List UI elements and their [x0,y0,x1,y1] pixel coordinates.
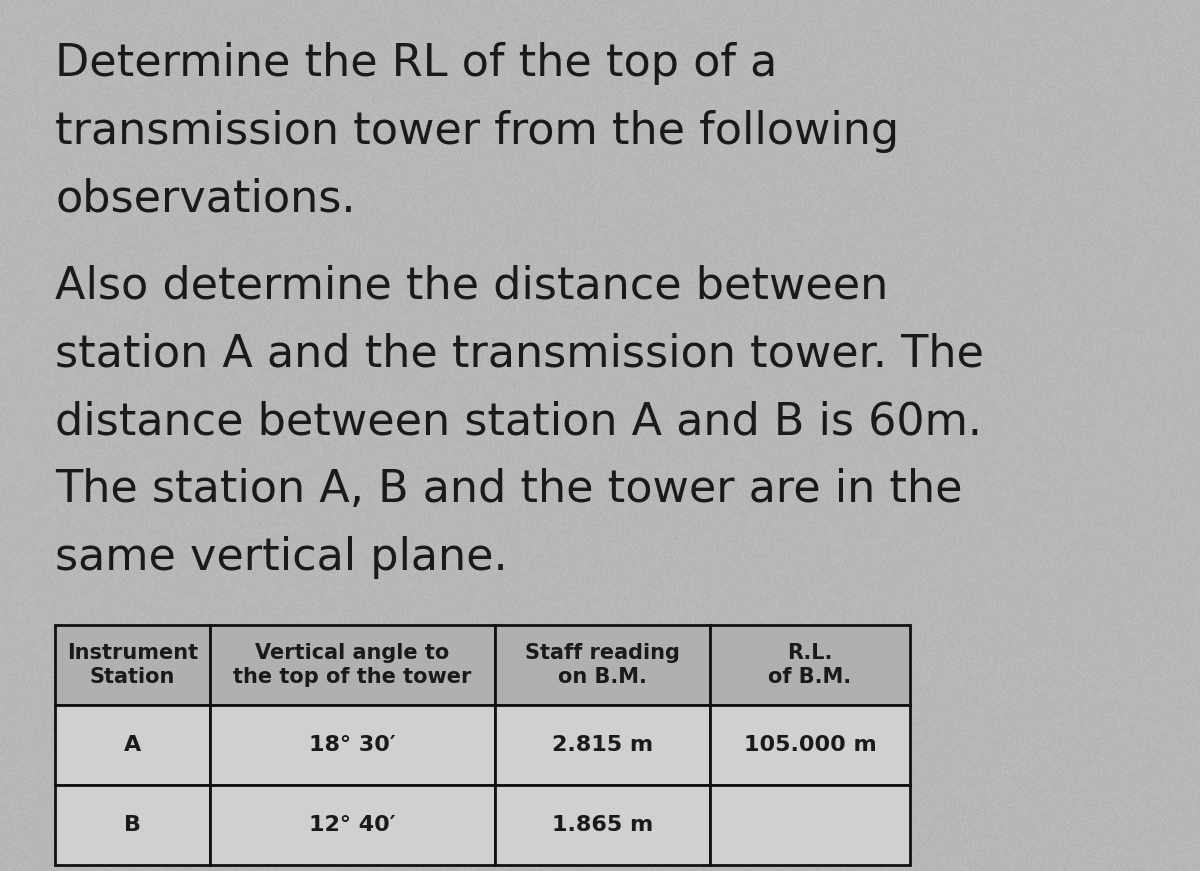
Text: 2.815 m: 2.815 m [552,735,653,755]
Bar [55,785,210,865]
Text: Vertical angle to
the top of the tower: Vertical angle to the top of the tower [233,644,472,686]
Text: 12° 40′: 12° 40′ [310,815,396,835]
Text: Determine the RL of the top of a: Determine the RL of the top of a [55,42,778,85]
Text: 1.865 m: 1.865 m [552,815,653,835]
Bar [55,705,210,785]
Text: 18° 30′: 18° 30′ [310,735,396,755]
Text: A: A [124,735,142,755]
Text: R.L.
of B.M.: R.L. of B.M. [768,644,852,686]
Text: Also determine the distance between: Also determine the distance between [55,264,888,307]
Text: observations.: observations. [55,178,355,221]
Text: Instrument
Station: Instrument Station [67,644,198,686]
Bar [210,705,496,785]
Bar [496,785,710,865]
Text: transmission tower from the following: transmission tower from the following [55,110,899,153]
Text: same vertical plane.: same vertical plane. [55,536,508,579]
Text: Staff reading
on B.M.: Staff reading on B.M. [526,644,680,686]
Text: 105.000 m: 105.000 m [744,735,876,755]
Bar [710,785,910,865]
Text: The station A, B and the tower are in the: The station A, B and the tower are in th… [55,468,962,511]
Bar [496,705,710,785]
Bar [210,785,496,865]
Text: distance between station A and B is 60m.: distance between station A and B is 60m. [55,400,982,443]
Bar [710,625,910,705]
Bar [496,625,710,705]
Bar [55,625,210,705]
Text: B: B [124,815,142,835]
Text: station A and the transmission tower. The: station A and the transmission tower. Th… [55,332,984,375]
Bar [210,625,496,705]
Bar [710,705,910,785]
